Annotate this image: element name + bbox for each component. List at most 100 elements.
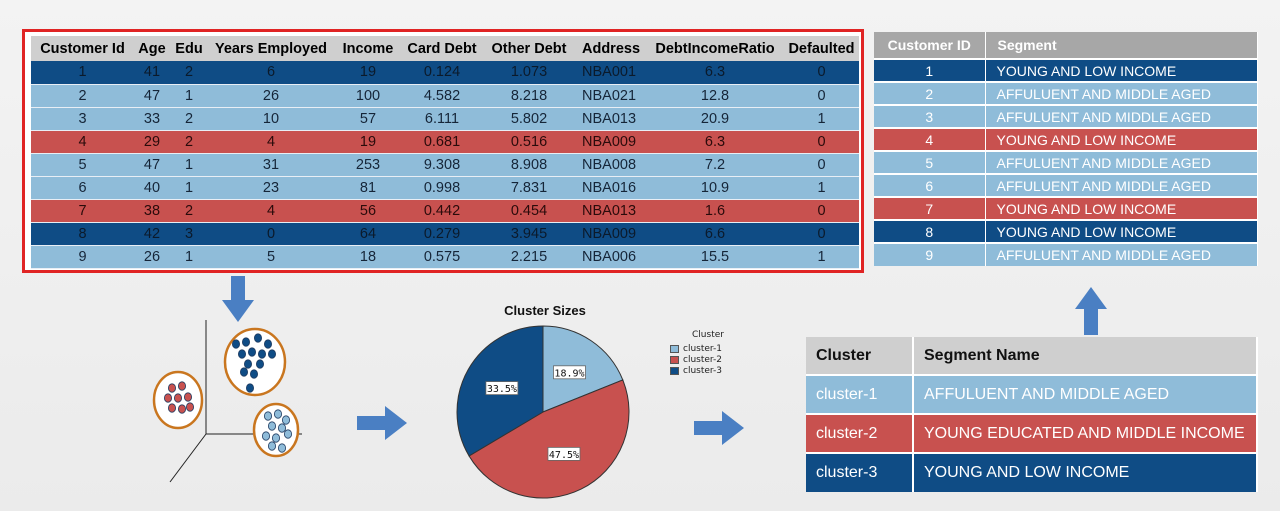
column-header: Segment [985,32,1258,59]
table-cell: 4 [208,199,334,223]
customer-data-table-frame: Customer Id Age Edu Years Employed Income Car… [22,29,864,273]
slice-label: 47.5% [549,450,579,461]
column-header: Cluster [806,337,914,375]
table-cell: 2 [170,130,208,154]
table-cell: 31 [208,153,334,177]
scatter-point [244,359,253,369]
customer-row: 3 33 2 10 57 6.111 5.802 NBA013 20.9 1 [31,107,859,131]
cluster-size-pie-chart: 18.9% 47.5% 33.5% [456,325,630,499]
table-cell: 0 [784,222,859,246]
table-cell: 56 [334,199,402,223]
scatter-point [232,339,241,349]
cluster-row: cluster-1 AFFULUENT AND MIDDLE AGED [806,374,1258,414]
table-cell: 19 [334,61,402,85]
table-cell: 7 [874,196,986,220]
table-cell: YOUNG AND LOW INCOME [985,196,1258,220]
scatter-point [242,337,251,347]
scatter-point [256,359,265,369]
segment-row: 3 AFFULUENT AND MIDDLE AGED [874,104,1258,128]
customer-data-table: Customer Id Age Edu Years Employed Income Car… [31,36,859,269]
arrow-right-icon [357,406,407,440]
table-cell: 0.454 [482,199,576,223]
table-cell: NBA013 [576,199,646,223]
table-cell: 1 [170,176,208,200]
legend-swatch [670,366,679,375]
arrow-right-icon [694,411,744,445]
table-cell: 1 [31,61,134,85]
table-cell: cluster-3 [806,452,914,492]
table-cell: cluster-1 [806,374,914,414]
table-cell: 18 [334,245,402,269]
segment-row: 9 AFFULUENT AND MIDDLE AGED [874,242,1258,266]
table-cell: 0.681 [402,130,482,154]
table-cell: 2 [170,199,208,223]
table-cell: NBA013 [576,107,646,131]
scatter-point [246,383,255,393]
table-cell: YOUNG AND LOW INCOME [985,219,1258,243]
table-cell: 0.279 [402,222,482,246]
customer-row: 8 42 3 0 64 0.279 3.945 NBA009 6.6 0 [31,222,859,246]
table-cell: NBA001 [576,61,646,85]
table-cell: 40 [134,176,170,200]
scatter-point [277,443,286,453]
table-cell: 5 [208,245,334,269]
table-cell: 0 [784,61,859,85]
slice-label-box [485,381,519,396]
segment-row: 4 YOUNG AND LOW INCOME [874,127,1258,151]
table-cell: 6 [31,176,134,200]
segment-row: 7 YOUNG AND LOW INCOME [874,196,1258,220]
cluster-row: cluster-2 YOUNG EDUCATED AND MIDDLE INCOM… [806,413,1258,453]
table-cell: 0.516 [482,130,576,154]
scatter-point [258,349,267,359]
customer-segment-table: Customer ID Segment 1 YOUNG AND LOW INCOME… [874,32,1258,266]
legend-label: cluster-3 [683,365,723,376]
table-cell: 6.3 [646,130,784,154]
scatter-point [173,393,182,403]
table-cell: 0 [784,199,859,223]
column-header: Defaulted [784,36,859,61]
table-cell: 42 [134,222,170,246]
table-cell: 6 [208,61,334,85]
scatter-point [262,431,271,441]
scatter-point [177,381,186,391]
table-cell: 3 [170,222,208,246]
table-cell: NBA016 [576,176,646,200]
legend-title: Cluster [692,330,724,340]
segment-row: 6 AFFULUENT AND MIDDLE AGED [874,173,1258,197]
table-cell: 0 [784,130,859,154]
table-cell: 0 [208,222,334,246]
table-cell: AFFULUENT AND MIDDLE AGED [985,150,1258,174]
table-cell: 1.6 [646,199,784,223]
scatter-point [254,333,263,343]
customer-row: 5 47 1 31 253 9.308 8.908 NBA008 7.2 0 [31,153,859,177]
table-cell: 41 [134,61,170,85]
column-header: Customer Id [31,36,134,61]
table-cell: 0 [784,153,859,177]
table-cell: 8.218 [482,84,576,108]
table-cell: 8 [31,222,134,246]
scatter-point [272,433,281,443]
table-cell: 100 [334,84,402,108]
table-cell: 5.802 [482,107,576,131]
scatter-plot-icon [152,320,302,483]
table-cell: 38 [134,199,170,223]
pie-slice-cluster-2 [468,379,630,499]
customer-row: 2 47 1 26 100 4.582 8.218 NBA021 12.8 0 [31,84,859,108]
legend-label: cluster-1 [683,343,723,354]
table-cell: cluster-2 [806,413,914,453]
table-cell: 64 [334,222,402,246]
table-cell: 47 [134,153,170,177]
table-cell: NBA006 [576,245,646,269]
scatter-point [177,404,186,414]
customer-row: 9 26 1 5 18 0.575 2.215 NBA006 15.5 1 [31,245,859,269]
slice-label-box [547,447,581,461]
scatter-point [268,441,277,451]
table-cell: 1 [170,245,208,269]
table-cell: 1.073 [482,61,576,85]
table-cell: 12.8 [646,84,784,108]
table-cell: 6 [874,173,986,197]
table-cell: 10.9 [646,176,784,200]
segment-row: 1 YOUNG AND LOW INCOME [874,58,1258,82]
table-cell: NBA009 [576,130,646,154]
table-cell: 6.3 [646,61,784,85]
